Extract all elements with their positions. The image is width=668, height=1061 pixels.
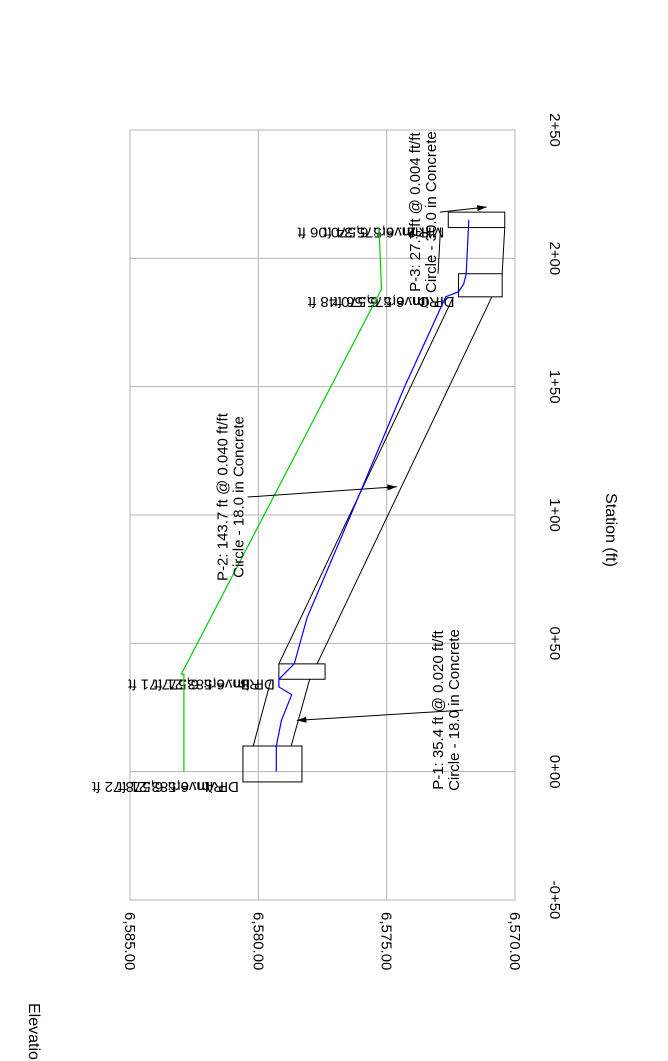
structure-label-dp-b: Invert: 6,577.71 ft	[127, 675, 245, 692]
pipe-labels: P-1: 35.4 ft @ 0.020 ft/ft Circle - 18.0 …	[215, 131, 487, 791]
energy-grade-line	[180, 227, 383, 772]
egl-line	[180, 227, 383, 772]
pipe-crown-p-2	[278, 296, 454, 665]
hgl-line	[275, 219, 470, 772]
x-tick-label: 0+50	[546, 626, 563, 660]
pipe-label-p-3: P-3: 27.7 ft @ 0.004 ft/ft	[407, 132, 424, 292]
structure-label-dp-a: Invert: 6,578.72 ft	[91, 778, 209, 795]
x-tick-label: -0+50	[546, 881, 563, 920]
x-axis-label: Station (ft)	[602, 493, 619, 567]
pipe-crown-p-1	[252, 679, 272, 747]
pipe-label-p-1: P-1: 35.4 ft @ 0.020 ft/ft	[430, 629, 447, 789]
pipe-label-p-3: Circle - 30.0 in Concrete	[423, 131, 440, 293]
pipe-invert-p-2	[316, 296, 493, 665]
pipe-invert-p-3	[501, 227, 506, 274]
y-tick-labels: 6,570.00 6,575.00 6,580.00 6,585.00	[121, 912, 523, 970]
structure-label-mh-2: Invert: 6,570.06 ft	[297, 224, 415, 241]
y-axis-label: Elevation (ft)	[25, 1003, 42, 1061]
x-tick-label: 0+00	[546, 755, 563, 789]
structure-label-dp-c: Invert: 6,570.48 ft	[307, 293, 425, 310]
leader-line-p-2	[247, 486, 397, 498]
structure-label-mh-2: Rim: 6,575.34 ft	[323, 224, 430, 241]
y-tick-label: 6,580.00	[249, 912, 266, 970]
structure-mh-2	[447, 211, 506, 229]
plot-frame	[129, 129, 516, 901]
structure-label-dp-a: DP A	[205, 778, 239, 795]
x-tick-label: 2+50	[546, 113, 563, 147]
leader-arrow-p-1	[296, 716, 307, 723]
structure-dp-b	[278, 663, 326, 680]
pipe-invert-p-1	[290, 679, 311, 747]
structure-dp-a	[242, 745, 303, 783]
pipes	[252, 227, 506, 747]
y-tick-label: 6,585.00	[121, 912, 138, 970]
leader-arrow-p-3	[476, 205, 487, 211]
pipe-crown-p-3	[437, 227, 442, 274]
structure-label-dp-b: Rim: 6,583.21 ft	[153, 675, 260, 692]
grid-lines	[129, 129, 516, 901]
structure-label-dp-a: Rim: 6,583.21 ft	[117, 778, 224, 795]
y-tick-label: 6,575.00	[378, 912, 395, 970]
y-tick-label: 6,570.00	[506, 912, 523, 970]
structure-label-dp-c: Rim: 6,575.56 ft	[333, 293, 440, 310]
x-tick-label: 2+00	[546, 241, 563, 275]
structure-label-dp-b: DP B	[240, 675, 275, 692]
pipe-label-p-2: Circle - 18.0 in Concrete	[231, 416, 248, 578]
hydraulic-grade-line	[275, 219, 470, 772]
pipe-label-p-1: Circle - 18.0 in Concrete	[446, 629, 463, 791]
x-tick-label: 1+50	[546, 370, 563, 404]
structure-dp-c	[458, 273, 503, 298]
x-tick-labels: -0+50 0+00 0+50 1+00 1+50 2+00 2+50	[546, 113, 563, 919]
leader-line-p-1	[296, 709, 464, 721]
structure-label-mh-2: MH-2	[408, 224, 445, 241]
x-tick-label: 1+00	[546, 498, 563, 532]
pipe-label-p-2: P-2: 143.7 ft @ 0.040 ft/ft	[215, 412, 232, 581]
leader-arrow-p-2	[387, 484, 397, 491]
